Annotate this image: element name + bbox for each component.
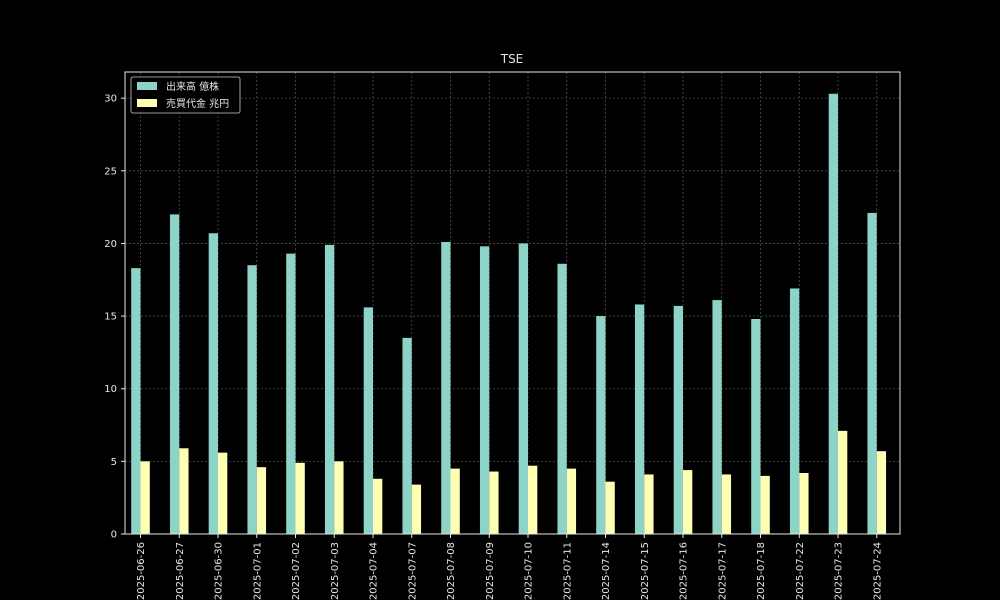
bar (518, 243, 528, 534)
x-tick-label: 2025-06-26 (136, 542, 147, 600)
bar (528, 465, 538, 534)
y-tick-label: 10 (104, 384, 117, 395)
x-tick-label: 2025-07-23 (834, 542, 845, 600)
y-tick-label: 0 (111, 530, 117, 541)
bar (179, 448, 189, 534)
series-1 (140, 430, 887, 534)
bar (479, 246, 490, 534)
bars (131, 93, 887, 535)
bar (712, 300, 722, 534)
bar (876, 451, 887, 534)
y-axis: 0 5 10 15 20 25 30 (104, 94, 125, 541)
bar (644, 474, 654, 534)
bar (828, 93, 838, 534)
x-tick-label: 2025-07-08 (446, 542, 457, 600)
bar (169, 214, 180, 534)
bar (683, 470, 693, 534)
x-tick-label: 2025-07-14 (601, 542, 612, 600)
bar (441, 241, 451, 534)
y-tick-label: 15 (104, 312, 117, 323)
y-tick-label: 25 (104, 166, 117, 177)
bar (411, 484, 422, 534)
bar (634, 304, 645, 534)
legend-label-volume: 出来高 億株 (166, 80, 219, 93)
bar (363, 307, 373, 534)
x-tick-label: 2025-06-27 (175, 542, 186, 600)
legend-swatch-value (137, 99, 157, 107)
x-tick-label: 2025-07-24 (872, 542, 883, 600)
bar (373, 478, 383, 534)
bar (838, 430, 848, 534)
bar (673, 305, 683, 534)
x-tick-label: 2025-07-17 (717, 542, 728, 600)
bar (605, 481, 615, 534)
legend-swatch-volume (137, 82, 157, 90)
bar (402, 337, 412, 534)
x-tick-label: 2025-07-16 (679, 542, 690, 600)
bar (751, 318, 761, 534)
bar (334, 461, 344, 534)
bar (286, 253, 296, 535)
bar (721, 474, 732, 534)
x-tick-label: 2025-07-04 (369, 542, 380, 600)
bar (295, 462, 305, 534)
bar (140, 461, 150, 534)
y-tick-label: 5 (111, 457, 117, 468)
bar (489, 471, 499, 534)
y-tick-label: 20 (104, 239, 117, 250)
legend-box (130, 76, 241, 114)
bar (131, 268, 141, 534)
bar (566, 468, 577, 534)
x-tick-label: 2025-07-22 (795, 542, 806, 600)
y-tick-label: 30 (104, 94, 117, 105)
x-tick-label: 2025-07-18 (756, 542, 767, 600)
legend: 出来高 億株 売買代金 兆円 (130, 76, 241, 114)
bar (450, 468, 460, 534)
x-tick-label: 2025-07-11 (562, 542, 573, 600)
bar (256, 467, 267, 534)
bar (324, 244, 335, 535)
bar (867, 212, 877, 534)
x-tick-label: 2025-07-07 (407, 542, 418, 600)
series-0 (131, 93, 877, 535)
bar (760, 475, 770, 534)
chart-title: TSE (500, 52, 524, 66)
x-tick-label: 2025-07-15 (640, 542, 651, 600)
bar (596, 316, 606, 534)
x-tick-label: 2025-07-01 (252, 542, 263, 600)
bar (247, 265, 257, 534)
bar (799, 472, 809, 534)
bar (218, 452, 228, 534)
x-tick-label: 2025-07-02 (291, 542, 302, 600)
bar (557, 263, 567, 534)
x-axis: 2025-06-26 2025-06-27 2025-06-30 2025-07-01… (136, 534, 883, 600)
x-tick-label: 2025-07-03 (330, 542, 341, 600)
x-tick-label: 2025-06-30 (214, 542, 225, 600)
x-tick-label: 2025-07-09 (485, 542, 496, 600)
x-tick-label: 2025-07-10 (524, 542, 535, 600)
bar (789, 288, 800, 534)
plot-frame (124, 71, 901, 535)
legend-label-value: 売買代金 兆円 (166, 97, 229, 110)
bar (208, 233, 218, 534)
